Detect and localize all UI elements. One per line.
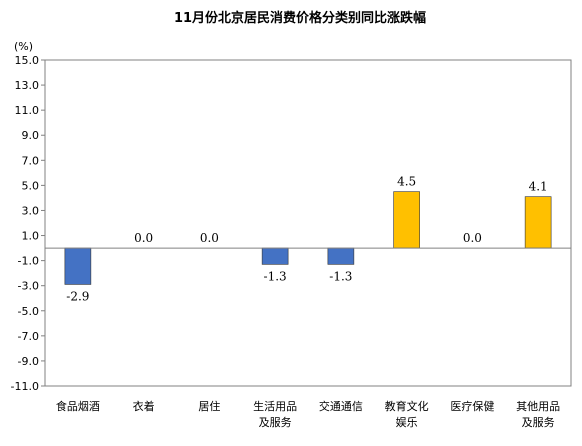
bar [261, 247, 289, 265]
data-label: -2.9 [66, 289, 89, 303]
x-tick-label: 医疗保健 [450, 399, 494, 413]
y-tick-label: 7.0 [22, 154, 40, 167]
y-ticks: 15.0 13.0 11.0 9.0 7.0 5.0 3.0 1.0 -1.0 -3.0 -5.0 -… [11, 54, 45, 393]
data-label: 0.0 [200, 231, 219, 245]
y-tick-label: 1.0 [22, 230, 40, 243]
bar [64, 247, 92, 285]
data-label: 0.0 [463, 231, 482, 245]
plot-frame [44, 59, 572, 387]
bars [64, 191, 552, 285]
y-tick-label: 13.0 [15, 79, 40, 92]
x-tick-label: 生活用品 [253, 399, 297, 413]
x-tick-label: 其他用品 [516, 400, 560, 413]
y-tick-label: -11.0 [11, 380, 39, 393]
x-tick-label: 交通通信 [319, 399, 363, 413]
y-tick-label: 9.0 [22, 129, 40, 142]
bar [393, 191, 420, 249]
x-tick-label: 娱乐 [396, 415, 418, 429]
y-tick-label: 5.0 [22, 179, 40, 192]
y-tick-label: -9.0 [18, 355, 39, 368]
x-tick-label: 衣着 [133, 399, 155, 413]
data-label: -1.3 [329, 269, 352, 283]
bar [327, 247, 355, 265]
data-label: 0.0 [134, 231, 153, 245]
y-tick-label: -1.0 [18, 255, 39, 268]
y-tick-label: 11.0 [15, 104, 40, 117]
y-axis-unit: (%) [14, 40, 33, 53]
y-tick-label: 15.0 [15, 54, 40, 67]
data-label: 4.5 [397, 175, 416, 189]
x-tick-label: 及服务 [522, 416, 555, 429]
x-tick-label: 食品烟酒 [56, 399, 100, 413]
bar [524, 196, 552, 249]
x-tick-label: 教育文化 [385, 399, 429, 413]
y-tick-label: -3.0 [18, 280, 39, 293]
chart-title: 11月份北京居民消费价格分类别同比涨跌幅 [174, 10, 426, 26]
data-label: -1.3 [264, 269, 287, 283]
x-tick-label: 及服务 [259, 416, 292, 429]
data-label: 4.1 [529, 180, 548, 194]
data-labels: -2.9 0.0 0.0 -1.3 -1.3 4.5 0.0 4.1 [66, 175, 547, 304]
y-tick-label: 3.0 [22, 204, 40, 217]
x-tick-label: 居住 [198, 399, 220, 413]
y-tick-label: -5.0 [18, 305, 39, 318]
y-tick-label: -7.0 [18, 330, 39, 343]
